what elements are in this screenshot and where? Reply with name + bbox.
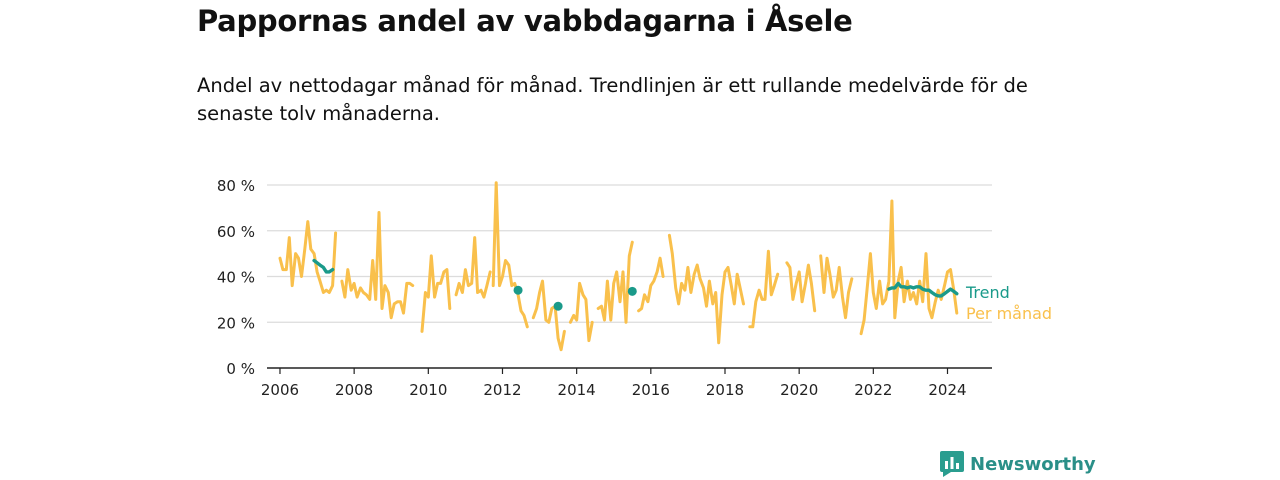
trend-point	[553, 301, 563, 311]
trend-point	[513, 285, 523, 295]
monthly-line	[454, 236, 492, 299]
x-tick-label: 2022	[854, 381, 892, 399]
brand-name: Newsworthy	[970, 453, 1096, 475]
monthly-line	[596, 240, 634, 324]
trend-line	[312, 258, 335, 274]
x-tick-label: 2012	[483, 381, 521, 399]
x-tick-label: 2024	[928, 381, 966, 399]
x-tick-label: 2008	[335, 381, 373, 399]
y-tick-label: 20 %	[217, 314, 255, 332]
monthly-line	[420, 254, 452, 333]
x-tick-label: 2010	[409, 381, 447, 399]
monthly-line	[340, 211, 415, 320]
monthly-line	[568, 281, 594, 343]
trend-point	[627, 286, 637, 296]
trend-series-label: Trend	[965, 283, 1010, 302]
series-labels: Per månad Trend	[965, 283, 1052, 323]
monthly-line	[859, 199, 959, 336]
brand: Newsworthy	[940, 451, 1096, 477]
monthly-line	[531, 279, 566, 352]
x-tick-label: 2016	[632, 381, 670, 399]
newsworthy-logo-icon	[940, 451, 964, 477]
series-layer	[278, 181, 959, 352]
monthly-line	[278, 220, 338, 294]
y-tick-label: 60 %	[217, 223, 255, 241]
x-tick-label: 2018	[706, 381, 744, 399]
x-tick-label: 2020	[780, 381, 818, 399]
trend-line	[887, 281, 959, 298]
monthly-series-label: Per månad	[966, 304, 1052, 323]
axes: 0 % 20 % 40 % 60 % 80 % 2006 2008 2010 2012 2014 2…	[217, 177, 992, 399]
monthly-line	[785, 261, 817, 313]
chart-title: Pappornas andel av vabbdagarna i Åsele	[197, 4, 853, 38]
monthly-line	[819, 254, 854, 320]
monthly-line	[667, 233, 745, 345]
monthly-line	[491, 181, 529, 329]
monthly-line	[637, 256, 665, 313]
x-tick-label: 2014	[558, 381, 596, 399]
y-tick-label: 0 %	[226, 360, 255, 378]
chart-subtitle: Andel av nettodagar månad för månad. Tre…	[197, 74, 1028, 125]
x-tick-label: 2006	[261, 381, 299, 399]
monthly-line	[748, 249, 780, 329]
y-tick-label: 40 %	[217, 269, 255, 287]
y-tick-label: 80 %	[217, 177, 255, 195]
